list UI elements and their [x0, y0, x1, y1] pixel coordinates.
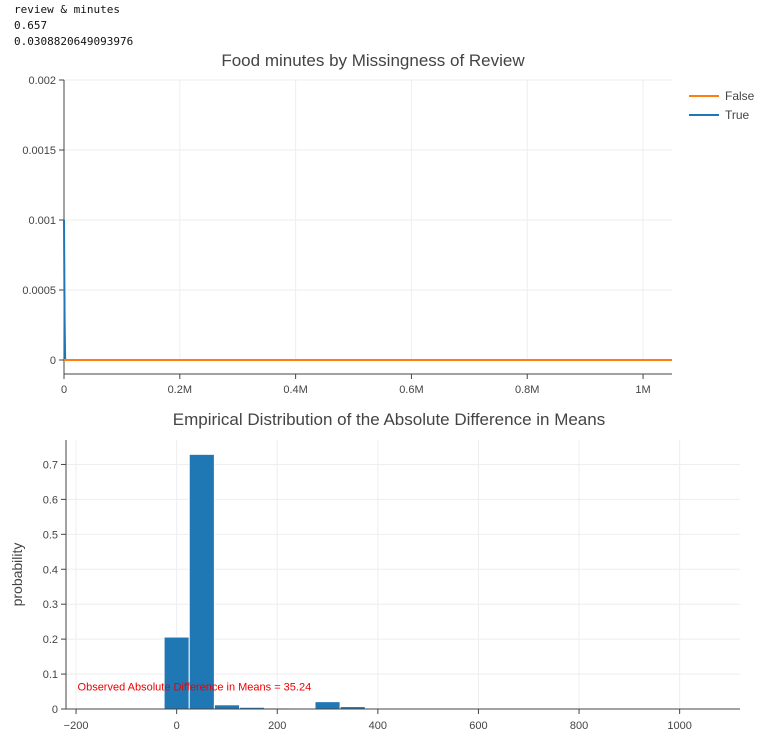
chart-title: Empirical Distribution of the Absolute D… — [173, 410, 605, 429]
y-tick-label: 0.2 — [43, 634, 58, 646]
y-tick-label: 0.0015 — [22, 145, 56, 157]
y-tick-label: 0.002 — [28, 75, 56, 87]
density-line-chart: Food minutes by Missingness of Review 0 0.… — [22, 51, 755, 396]
console-line: 0.0308820649093976 — [14, 35, 134, 48]
x-tick-label: 0.2M — [168, 384, 192, 396]
x-tick-label: 0.8M — [515, 384, 539, 396]
y-tick-label: 0.4 — [43, 564, 58, 576]
x-tick-label: 600 — [469, 720, 487, 732]
x-tick-label: 400 — [369, 720, 387, 732]
observed-annotation: Observed Absolute Difference in Means = … — [78, 681, 312, 693]
histogram-bar — [213, 704, 241, 710]
x-tick-label: 200 — [268, 720, 286, 732]
y-tick-label: 0.001 — [28, 215, 56, 227]
x-tick-label: 0 — [61, 384, 67, 396]
y-tick-label: 0 — [52, 704, 58, 716]
x-tick-label: −200 — [64, 720, 89, 732]
y-tick-label: 0.6 — [43, 494, 58, 506]
histogram-bar — [188, 453, 215, 710]
x-tick-label: 0.4M — [283, 384, 307, 396]
y-tick-label: 0.5 — [43, 529, 58, 541]
x-tick-label: 0 — [174, 720, 180, 732]
x-tick-label: 1M — [635, 384, 650, 396]
y-tick-label: 0.0005 — [22, 285, 56, 297]
difference-histogram: Empirical Distribution of the Absolute D… — [9, 410, 740, 732]
histogram-bar — [314, 701, 341, 710]
chart-title: Food minutes by Missingness of Review — [221, 51, 525, 70]
x-tick-label: 800 — [570, 720, 588, 732]
y-tick-label: 0.7 — [43, 459, 58, 471]
x-tick-label: 1000 — [667, 720, 691, 732]
console-output: review & minutes 0.657 0.0308820649093976 — [14, 2, 133, 50]
x-tick-label: 0.6M — [399, 384, 423, 396]
console-line: review & minutes — [14, 3, 120, 16]
y-tick-label: 0 — [50, 355, 56, 367]
y-axis-title: probability — [9, 543, 25, 607]
legend-label: True — [725, 108, 750, 122]
histogram-bar — [163, 636, 190, 710]
y-tick-label: 0.3 — [43, 599, 58, 611]
y-tick-label: 0.1 — [43, 669, 58, 681]
legend-label: False — [725, 89, 755, 103]
console-line: 0.657 — [14, 19, 48, 32]
